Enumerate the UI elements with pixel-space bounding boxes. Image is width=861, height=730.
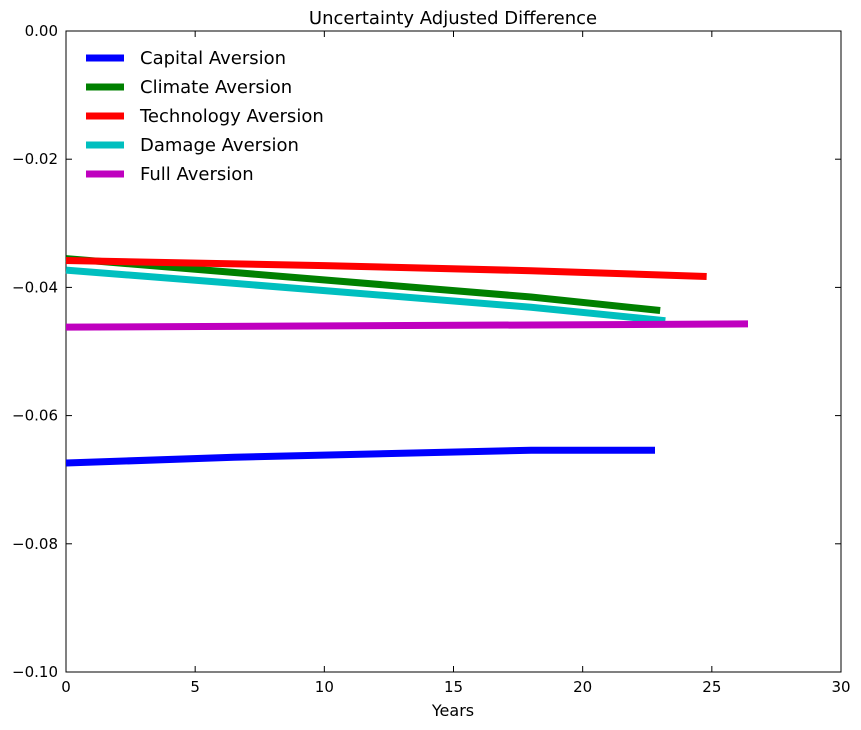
legend-label: Climate Aversion	[140, 77, 292, 98]
legend-label: Damage Aversion	[140, 135, 299, 156]
y-tick-label: −0.04	[12, 278, 58, 296]
x-tick-label: 25	[702, 678, 721, 696]
series-line-1	[65, 446, 655, 467]
x-tick-label: 20	[573, 678, 592, 696]
y-tick-label: −0.08	[12, 535, 58, 553]
plot-area	[65, 30, 842, 673]
legend: Capital Aversion Climate Aversion Technolo…	[86, 48, 324, 185]
legend-label: Technology Aversion	[139, 106, 324, 127]
x-tick-label: 15	[444, 678, 463, 696]
series-line-5	[65, 320, 749, 331]
x-tick-label: 10	[315, 678, 334, 696]
legend-label: Full Aversion	[140, 164, 254, 185]
legend-label: Capital Aversion	[140, 48, 286, 69]
axis-ticks: 0 5 10 15 20 25 30 0.00 −0.02 −0.04 −0.06 −0.08 −0.1…	[12, 22, 851, 696]
y-tick-label: 0.00	[25, 22, 58, 40]
y-tick-label: −0.06	[12, 407, 58, 425]
series-layer	[65, 255, 749, 467]
series-line-4	[65, 266, 666, 325]
x-axis-label: Years	[431, 701, 474, 720]
x-tick-label: 0	[61, 678, 71, 696]
y-tick-label: −0.02	[12, 150, 58, 168]
y-tick-label: −0.10	[12, 663, 58, 681]
x-tick-label: 5	[190, 678, 200, 696]
series-line-3	[65, 256, 707, 281]
chart-title: Uncertainty Adjusted Difference	[309, 8, 597, 29]
x-tick-label: 30	[831, 678, 850, 696]
